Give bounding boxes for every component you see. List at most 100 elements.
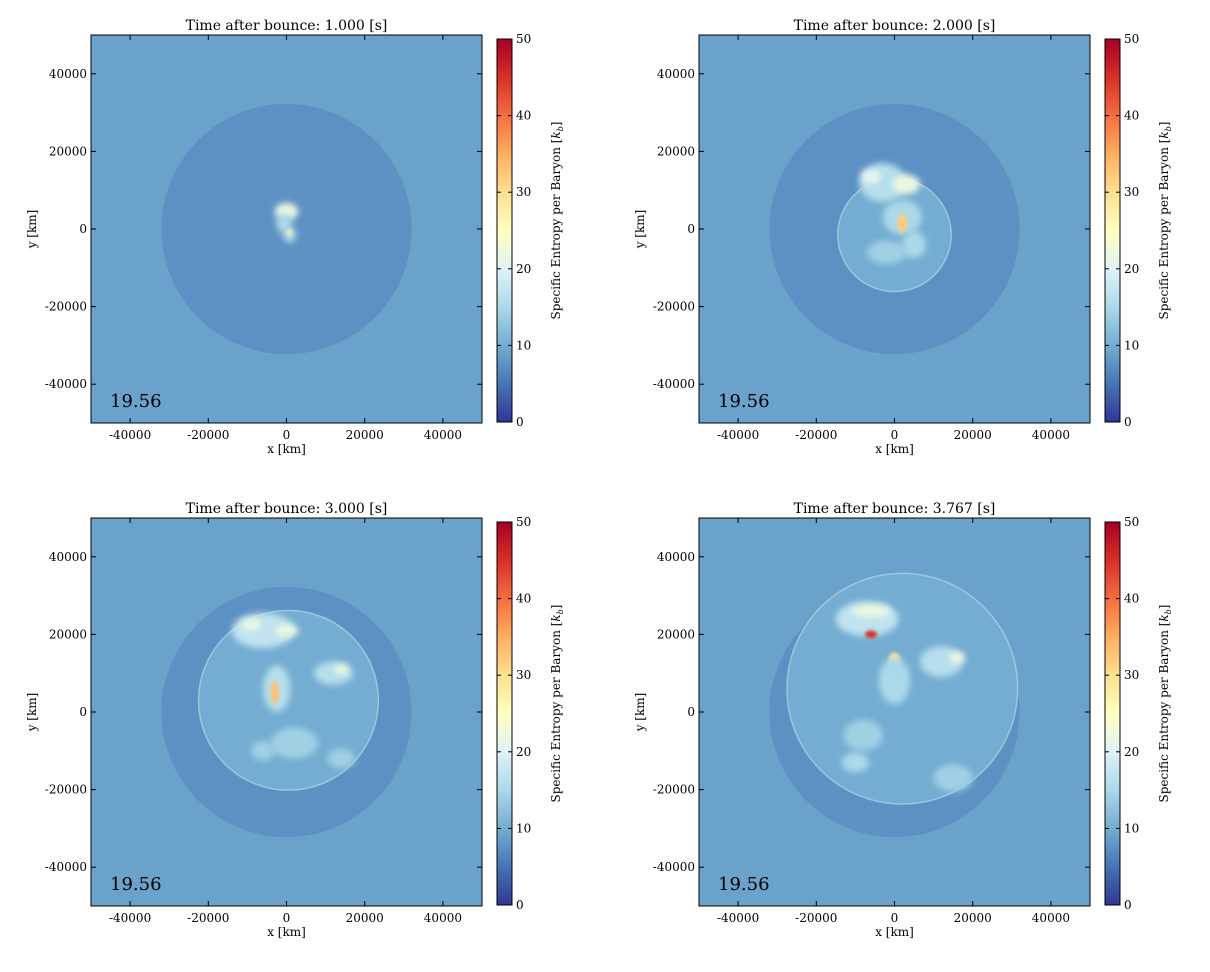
y-axis-label: y [km] (25, 693, 39, 733)
x-tick-label: 0 (283, 911, 291, 925)
entropy-plume (933, 764, 973, 792)
y-tick-label: 0 (687, 222, 695, 236)
y-tick-label: 20000 (49, 144, 87, 158)
colorbar-tick-label: 50 (1124, 515, 1139, 529)
colorbar-tick-label: 30 (516, 185, 531, 199)
x-axis-label: x [km] (267, 442, 306, 456)
panel-4: Time after bounce: 3.767 [s] -40000 -20000… (633, 501, 1173, 939)
colorbar-tick-label: 10 (516, 821, 531, 835)
panel-title: Time after bounce: 1.000 [s] (186, 18, 388, 34)
panel-title: Time after bounce: 3.000 [s] (186, 501, 388, 517)
x-tick-label: 20000 (346, 428, 384, 442)
colorbar-label: Specific Entropy per Baryon [kb] (549, 604, 565, 802)
panel-title: Time after bounce: 3.767 [s] (794, 501, 996, 517)
y-axis-label: y [km] (25, 210, 39, 250)
colorbar-tick-label: 0 (1124, 898, 1132, 912)
inset-annotation: 19.56 (110, 391, 162, 412)
entropy-plume (274, 624, 299, 637)
x-tick-label: -40000 (109, 428, 151, 442)
entropy-plume (327, 748, 355, 769)
colorbar-label: Specific Entropy per Baryon [kb] (549, 121, 565, 319)
entropy-plume (861, 169, 881, 184)
colorbar-tick-label: 30 (516, 668, 531, 682)
y-tick-label: 20000 (49, 627, 87, 641)
colorbar-tick-label: 20 (516, 262, 531, 276)
colorbar-tick-label: 20 (516, 745, 531, 759)
colorbar-label: Specific Entropy per Baryon [kb] (1157, 604, 1173, 802)
colorbar-label: Specific Entropy per Baryon [kb] (1157, 121, 1173, 319)
x-tick-label: -40000 (717, 428, 759, 442)
x-tick-label: 20000 (954, 911, 992, 925)
y-tick-label: -20000 (45, 783, 87, 797)
colorbar (1104, 521, 1121, 906)
y-tick-label: 20000 (657, 627, 695, 641)
entropy-plume (897, 213, 908, 233)
x-tick-label: 40000 (1032, 911, 1070, 925)
y-tick-label: 0 (79, 222, 87, 236)
x-tick-label: 0 (891, 428, 899, 442)
x-axis-label: x [km] (875, 925, 914, 939)
colorbar-tick-label: 40 (516, 592, 531, 606)
y-tick-label: -20000 (45, 300, 87, 314)
colorbar-tick-label: 20 (1124, 262, 1139, 276)
entropy-plume (892, 174, 920, 195)
inset-annotation: 19.56 (718, 874, 770, 895)
x-tick-label: -20000 (795, 428, 837, 442)
x-tick-label: 20000 (954, 428, 992, 442)
x-axis-label: x [km] (875, 442, 914, 456)
inset-annotation: 19.56 (718, 391, 770, 412)
colorbar (496, 521, 513, 906)
entropy-plume (843, 719, 883, 751)
x-tick-label: 20000 (346, 911, 384, 925)
entropy-plume (334, 664, 349, 674)
x-axis-label: x [km] (267, 925, 306, 939)
panel-2: Time after bounce: 2.000 [s] -40000 -20000… (633, 18, 1173, 456)
entropy-plume (270, 680, 279, 705)
colorbar (496, 38, 513, 423)
colorbar-tick-label: 20 (1124, 745, 1139, 759)
entropy-plume (313, 661, 353, 685)
y-axis-label: y [km] (633, 693, 647, 733)
colorbar-tick-label: 0 (1124, 415, 1132, 429)
entropy-plume (283, 227, 296, 243)
entropy-field (699, 35, 1090, 423)
y-tick-label: 40000 (657, 550, 695, 564)
entropy-plume (286, 229, 292, 235)
y-tick-label: -40000 (45, 860, 87, 874)
colorbar-tick-label: 50 (1124, 32, 1139, 46)
colorbar-tick-label: 0 (516, 898, 524, 912)
colorbar-tick-label: 40 (1124, 592, 1139, 606)
y-tick-label: -40000 (653, 377, 695, 391)
y-tick-label: 40000 (49, 550, 87, 564)
colorbar (1104, 38, 1121, 423)
colorbar-tick-label: 40 (516, 109, 531, 123)
inset-annotation: 19.56 (110, 874, 162, 895)
colorbar-tick-label: 40 (1124, 109, 1139, 123)
y-tick-label: -40000 (653, 860, 695, 874)
entropy-field (91, 35, 482, 423)
entropy-plume (241, 618, 262, 631)
y-axis-label: y [km] (633, 210, 647, 250)
colorbar-tick-label: 10 (1124, 338, 1139, 352)
colorbar-tick-label: 30 (1124, 668, 1139, 682)
entropy-plume (878, 657, 911, 705)
x-tick-label: 40000 (1032, 428, 1070, 442)
x-tick-label: -20000 (795, 911, 837, 925)
colorbar-tick-label: 0 (516, 415, 524, 429)
colorbar-tick-label: 10 (516, 338, 531, 352)
y-tick-label: 40000 (657, 67, 695, 81)
x-tick-label: 40000 (424, 911, 462, 925)
x-tick-label: -20000 (187, 911, 229, 925)
entropy-plume (270, 727, 318, 759)
entropy-field (699, 518, 1090, 906)
entropy-plume (867, 240, 907, 264)
x-tick-label: -20000 (187, 428, 229, 442)
y-tick-label: 0 (687, 705, 695, 719)
y-tick-label: -40000 (45, 377, 87, 391)
y-tick-label: 20000 (657, 144, 695, 158)
y-tick-label: 0 (79, 705, 87, 719)
colorbar-tick-label: 50 (516, 515, 531, 529)
entropy-plume (949, 651, 965, 664)
x-tick-label: 40000 (424, 428, 462, 442)
